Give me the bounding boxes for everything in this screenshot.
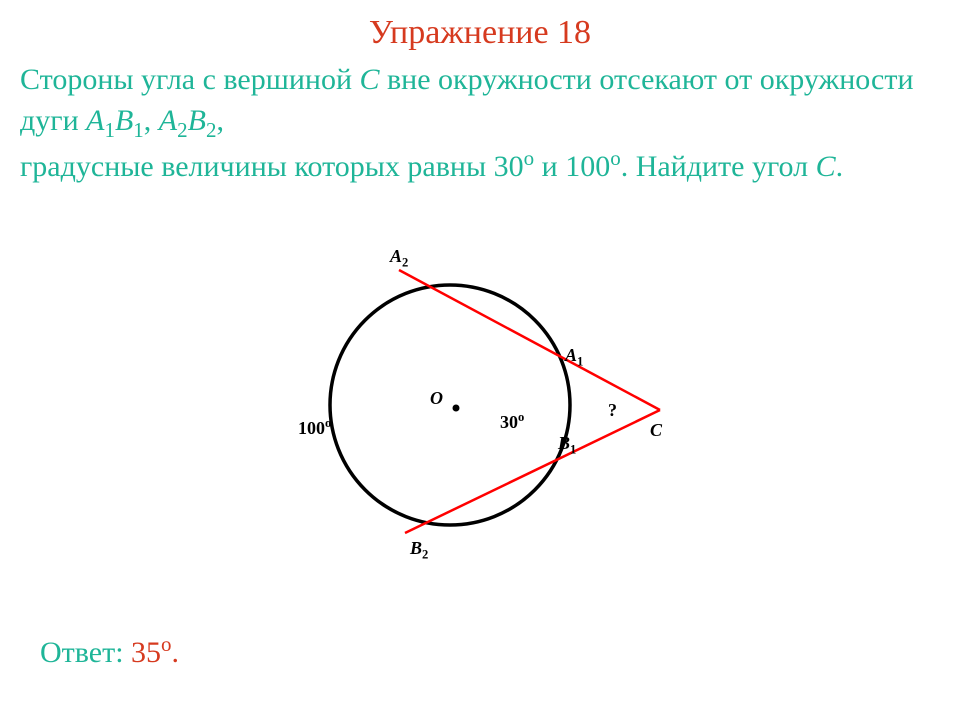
lbl-d100-base: 100 <box>298 418 325 438</box>
p2-deg1: о <box>524 146 535 170</box>
label-C: C <box>650 420 662 441</box>
exercise-title: Упражнение 18 <box>0 14 960 52</box>
p2-end: . <box>836 150 844 183</box>
answer-prefix: Ответ: <box>40 636 124 669</box>
lbl-A2-sub: 2 <box>402 256 408 270</box>
lbl-C-base: C <box>650 420 662 440</box>
lbl-d30-base: 30 <box>500 412 518 432</box>
lbl-d30-sup: о <box>518 410 524 424</box>
p1-a: Стороны угла с вершиной <box>20 63 360 96</box>
lbl-B2-sub: 2 <box>422 548 428 562</box>
p2-b: и 100 <box>534 150 610 183</box>
lbl-B1-sub: 1 <box>570 443 576 457</box>
lbl-B2-base: B <box>410 538 422 558</box>
p1-B2a: B <box>188 104 206 137</box>
p1-B1a: B <box>115 104 133 137</box>
title-text: Упражнение 18 <box>369 14 591 51</box>
label-arc-100: 100о <box>298 416 331 439</box>
p1-comma: , <box>144 104 159 137</box>
label-arc-30: 30о <box>500 410 524 433</box>
p1-B2s: 2 <box>206 118 217 142</box>
p1-A1s: 1 <box>104 118 115 142</box>
p2-a: градусные величины которых равны 30 <box>20 150 524 183</box>
answer-value: 35 <box>131 636 161 669</box>
lbl-B1-base: B <box>558 433 570 453</box>
circle-outline <box>330 285 570 525</box>
lbl-A1-sub: 1 <box>577 355 583 369</box>
p1-A2s: 2 <box>177 118 188 142</box>
p1-B1s: 1 <box>133 118 144 142</box>
answer-line: Ответ: 35о. <box>40 632 179 670</box>
label-question-mark: ? <box>608 400 617 421</box>
p2-C: C <box>816 150 836 183</box>
problem-statement: Стороны угла с вершиной C вне окружности… <box>20 60 940 187</box>
diagram-svg <box>260 240 700 570</box>
label-O: O <box>430 388 443 409</box>
lbl-A2-base: A <box>390 246 402 266</box>
label-A1: A1 <box>565 345 583 370</box>
p1-end: , <box>216 104 224 137</box>
p2-deg2: о <box>610 146 621 170</box>
label-B1: B1 <box>558 433 576 458</box>
lbl-O-base: O <box>430 388 443 408</box>
p2-c: . Найдите угол <box>621 150 816 183</box>
p1-A2a: A <box>159 104 177 137</box>
answer-dot: . <box>172 636 180 669</box>
lbl-q-base: ? <box>608 400 617 420</box>
lbl-A1-base: A <box>565 345 577 365</box>
label-B2: B2 <box>410 538 428 563</box>
lbl-d100-sup: о <box>325 416 331 430</box>
answer-degree: о <box>161 632 172 656</box>
label-A2: A2 <box>390 246 408 271</box>
answer-space <box>124 636 132 669</box>
p1-C: C <box>360 63 380 96</box>
secant-line-2 <box>405 410 660 533</box>
center-dot <box>453 405 460 412</box>
geometry-diagram: A2 A1 B1 B2 C O ? 100о 30о <box>260 240 700 570</box>
p1-A1a: A <box>86 104 104 137</box>
